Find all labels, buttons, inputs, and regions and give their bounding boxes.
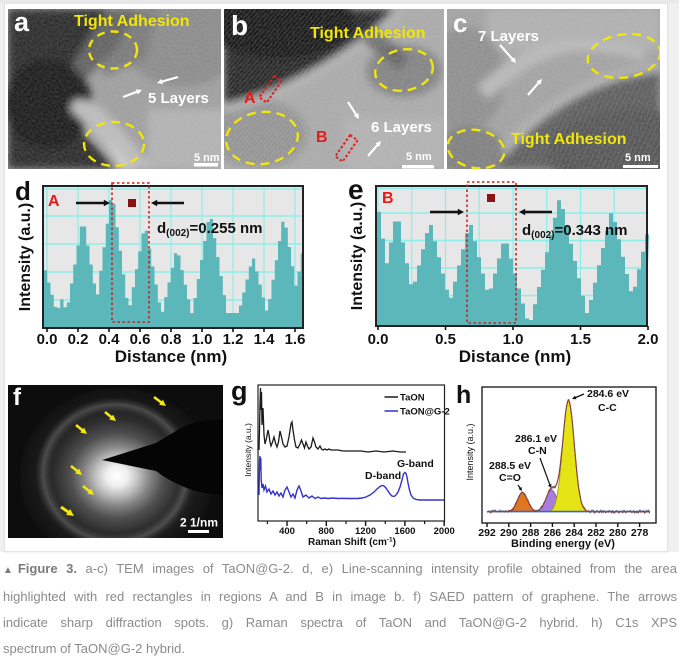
svg-text:c: c bbox=[453, 9, 467, 38]
svg-text:1.0: 1.0 bbox=[503, 331, 524, 348]
svg-text:Intensity (a.u.): Intensity (a.u.) bbox=[349, 202, 366, 310]
svg-text:Tight Adhesion: Tight Adhesion bbox=[511, 131, 627, 148]
svg-text:288.5 eV: 288.5 eV bbox=[489, 460, 531, 472]
svg-text:5 nm: 5 nm bbox=[194, 152, 220, 164]
svg-text:280: 280 bbox=[609, 527, 627, 539]
svg-text:0.8: 0.8 bbox=[161, 331, 182, 348]
svg-text:290: 290 bbox=[500, 527, 518, 539]
svg-text:2 1/nm: 2 1/nm bbox=[180, 516, 218, 530]
svg-text:h: h bbox=[456, 381, 471, 409]
svg-text:A: A bbox=[244, 90, 256, 107]
svg-text:Raman Shift (cm-1): Raman Shift (cm-1) bbox=[308, 537, 396, 549]
svg-text:400: 400 bbox=[279, 526, 295, 537]
svg-text:2.0: 2.0 bbox=[638, 331, 659, 348]
svg-text:G-band: G-band bbox=[397, 458, 434, 470]
svg-text:288: 288 bbox=[522, 527, 540, 539]
svg-text:f: f bbox=[13, 385, 22, 411]
svg-text:Intensity (a.u.): Intensity (a.u.) bbox=[17, 203, 34, 311]
svg-text:282: 282 bbox=[587, 527, 605, 539]
svg-text:Distance (nm): Distance (nm) bbox=[115, 347, 227, 366]
svg-text:a: a bbox=[14, 9, 30, 37]
svg-text:284.6 eV: 284.6 eV bbox=[587, 388, 629, 400]
svg-text:2000: 2000 bbox=[434, 526, 455, 537]
svg-text:1.0: 1.0 bbox=[192, 331, 213, 348]
svg-text:6 Layers: 6 Layers bbox=[371, 119, 432, 136]
svg-text:284: 284 bbox=[565, 527, 583, 539]
svg-text:0.0: 0.0 bbox=[368, 331, 389, 348]
svg-text:Tight Adhesion: Tight Adhesion bbox=[74, 13, 190, 30]
svg-text:800: 800 bbox=[318, 526, 334, 537]
svg-text:C=O: C=O bbox=[499, 472, 521, 484]
svg-text:0.5: 0.5 bbox=[435, 331, 456, 348]
svg-text:1.2: 1.2 bbox=[223, 331, 244, 348]
svg-text:A: A bbox=[48, 193, 60, 210]
svg-text:0.4: 0.4 bbox=[99, 331, 121, 348]
svg-text:1.4: 1.4 bbox=[254, 331, 276, 348]
svg-text:C-C: C-C bbox=[598, 402, 617, 414]
svg-text:TaON: TaON bbox=[400, 393, 425, 404]
svg-text:292: 292 bbox=[478, 527, 496, 539]
svg-text:286: 286 bbox=[544, 527, 562, 539]
svg-text:b: b bbox=[231, 10, 248, 41]
svg-text:D-band: D-band bbox=[365, 470, 401, 482]
svg-text:B: B bbox=[316, 129, 328, 146]
svg-text:7 Layers: 7 Layers bbox=[478, 28, 539, 45]
svg-text:Intensity (a.u.): Intensity (a.u.) bbox=[243, 423, 253, 477]
svg-text:1600: 1600 bbox=[394, 526, 415, 537]
svg-text:5 nm: 5 nm bbox=[406, 151, 432, 163]
svg-text:Distance (nm): Distance (nm) bbox=[459, 347, 571, 366]
svg-text:Binding energy (eV): Binding energy (eV) bbox=[511, 538, 615, 550]
svg-text:1200: 1200 bbox=[355, 526, 376, 537]
svg-text:5 nm: 5 nm bbox=[625, 152, 651, 164]
svg-text:B: B bbox=[382, 190, 394, 207]
svg-text:0.6: 0.6 bbox=[130, 331, 151, 348]
svg-text:C-N: C-N bbox=[528, 445, 547, 457]
svg-text:TaON@G-2: TaON@G-2 bbox=[400, 407, 450, 418]
svg-text:e: e bbox=[348, 176, 364, 205]
svg-text:1.5: 1.5 bbox=[570, 331, 591, 348]
svg-text:Intensity (a.u.): Intensity (a.u.) bbox=[465, 423, 475, 480]
svg-text:5 Layers: 5 Layers bbox=[148, 90, 209, 107]
svg-text:286.1 eV: 286.1 eV bbox=[515, 433, 557, 445]
svg-text:1.6: 1.6 bbox=[285, 331, 306, 348]
svg-text:d: d bbox=[15, 176, 31, 206]
svg-text:0.2: 0.2 bbox=[68, 331, 89, 348]
svg-text:Tight Adhesion: Tight Adhesion bbox=[310, 25, 426, 42]
svg-text:g: g bbox=[231, 380, 248, 406]
svg-text:0.0: 0.0 bbox=[37, 331, 58, 348]
svg-text:278: 278 bbox=[631, 527, 649, 539]
